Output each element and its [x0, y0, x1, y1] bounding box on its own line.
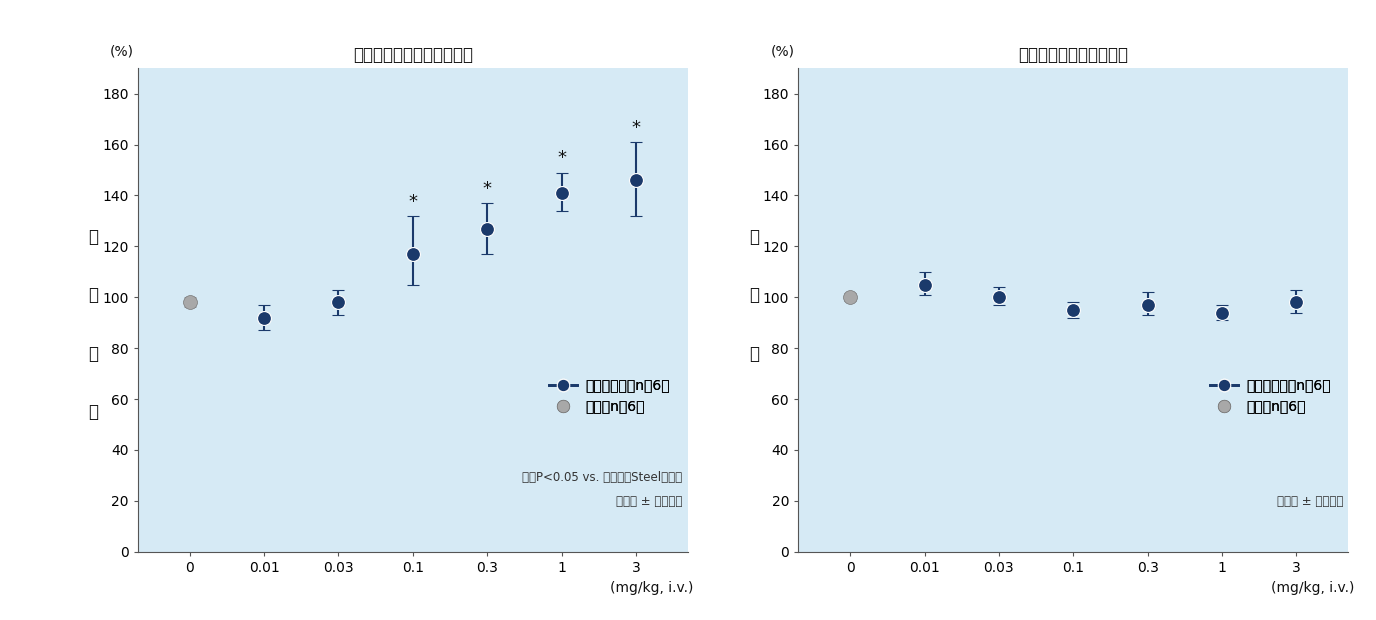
Text: (%): (%) — [771, 45, 794, 58]
Text: ＊：P<0.05 vs. 溶媒群（Steel検定）: ＊：P<0.05 vs. 溶媒群（Steel検定） — [523, 471, 682, 484]
Text: 膜: 膜 — [88, 228, 99, 247]
Text: 排: 排 — [749, 228, 760, 247]
Text: (mg/kg, i.v.): (mg/kg, i.v.) — [1270, 581, 1354, 595]
Title: 》排尿圧に対する作用》: 》排尿圧に対する作用》 — [1018, 46, 1128, 64]
Legend: ビベグロン（n＝6）, 溶媒（n＝6）: ビベグロン（n＝6）, 溶媒（n＝6） — [544, 373, 676, 419]
Text: 平均値 ± 標準誤差: 平均値 ± 標準誤差 — [616, 495, 682, 508]
Text: *: * — [483, 180, 491, 198]
Text: 圧: 圧 — [749, 345, 760, 363]
Text: 量: 量 — [88, 402, 99, 420]
Text: 容: 容 — [88, 345, 99, 363]
Text: *: * — [632, 119, 640, 137]
Text: (%): (%) — [110, 45, 133, 58]
Text: *: * — [409, 193, 417, 211]
Text: *: * — [557, 149, 566, 167]
Title: 》膜胱容量に対する作用》: 》膜胱容量に対する作用》 — [352, 46, 473, 64]
Text: 尿: 尿 — [749, 286, 760, 304]
Text: 胱: 胱 — [88, 286, 99, 304]
Text: (mg/kg, i.v.): (mg/kg, i.v.) — [610, 581, 694, 595]
Text: 平均値 ± 標準誤差: 平均値 ± 標準誤差 — [1277, 495, 1343, 508]
Legend: ビベグロン（n＝6）, 溶媒（n＝6）: ビベグロン（n＝6）, 溶媒（n＝6） — [1204, 373, 1336, 419]
